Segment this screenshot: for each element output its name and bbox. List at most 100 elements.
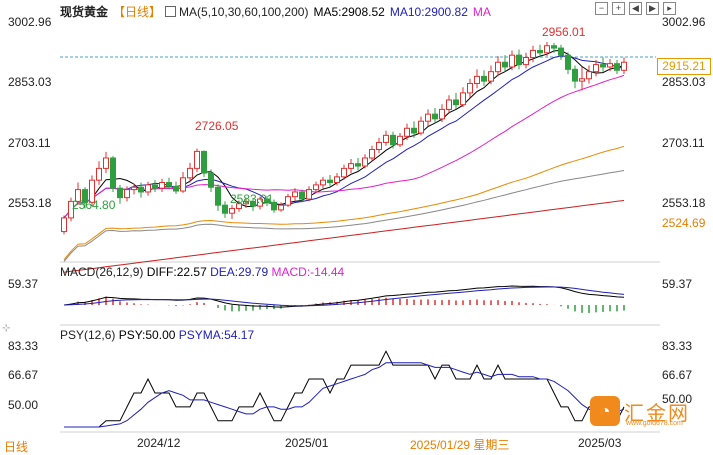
y-tick-right-1: 3002.96 (662, 15, 706, 29)
macd-title: MACD(26,12,9) (60, 265, 144, 279)
candle-body (320, 179, 326, 186)
scroll-left-button[interactable]: ◀ (629, 2, 642, 15)
candle-body (257, 198, 263, 207)
scroll-end-button[interactable]: ▸ (663, 2, 676, 15)
macd-tick-left: 59.37 (8, 277, 39, 291)
candle-body (341, 167, 347, 178)
candle-body (264, 198, 270, 203)
candle-body (82, 189, 88, 203)
candle-body (537, 49, 543, 54)
candle-body (173, 185, 179, 192)
candle-body (481, 75, 487, 82)
psy-title: PSY(12,6) (60, 328, 116, 342)
candle-body (208, 172, 214, 188)
candle-body (565, 54, 571, 70)
candle-body (439, 108, 445, 120)
macd-header: MACD(26,12,9) DIFF:22.57 DEA:29.79 MACD:… (60, 265, 344, 279)
chart-toolbar: − + ◀ ▶ ▸ (595, 2, 676, 15)
y-tick-right-5: 2524.69 (662, 216, 706, 230)
candle-body (250, 200, 256, 207)
candle-body (362, 157, 368, 167)
candle-body (397, 135, 403, 146)
candle-body (558, 47, 564, 56)
low-price-annotation: 2564.80 (72, 198, 116, 212)
ma5-value: MA5:2908.52 (313, 5, 385, 19)
candle-body (460, 92, 466, 106)
candle-body (166, 182, 172, 187)
candle-body (600, 64, 606, 68)
ma60-line (63, 145, 625, 261)
candle-body (117, 187, 123, 199)
candle-body (222, 204, 228, 214)
logo-icon: ◔ (590, 396, 620, 426)
candle-body (96, 167, 102, 181)
candle-body (502, 61, 508, 68)
macd-diff: DIFF:22.57 (146, 265, 207, 279)
candle-body (544, 45, 550, 54)
candle-body (145, 184, 151, 193)
candle-body (425, 113, 431, 122)
candle-body (215, 186, 221, 206)
candle-body (243, 200, 249, 205)
candle-body (432, 113, 438, 120)
candle-body (369, 149, 375, 159)
psy-tick-left-1: 83.33 (8, 339, 39, 353)
candle-body (103, 157, 109, 169)
candle-body (194, 150, 200, 169)
last-price-tag: 2915.21 (657, 58, 711, 75)
candle-body (61, 217, 67, 233)
ma200-line (63, 200, 625, 273)
candle-body (530, 49, 536, 59)
candle-body (523, 57, 529, 66)
ma100-line (63, 170, 625, 262)
x-tick-1: 2024/12 (137, 436, 181, 450)
candle-body (404, 127, 410, 137)
candle-body (187, 167, 193, 179)
candle-body (68, 200, 74, 219)
ma-more: MA (472, 5, 491, 19)
candle-body (621, 61, 627, 71)
ma10-value: MA10:2900.82 (389, 5, 468, 19)
psy-line (64, 350, 625, 428)
psy-value: PSY:50.00 (118, 328, 176, 342)
y-tick-right-2: 2853.03 (662, 75, 706, 89)
candle-body (411, 127, 417, 134)
x-tick-crosshair: 2025/01/29 星期三 (410, 438, 510, 452)
candle-body (229, 207, 235, 214)
chart-header: 现货黄金 【日线】 MA(5,10,30,60,100,200) MA5:2908.5… (60, 3, 496, 20)
logo-text: 汇金网 (624, 402, 690, 425)
psy-tick-right-3: 50.00 (662, 392, 693, 406)
candle-body (152, 184, 158, 189)
scroll-right-button[interactable]: ▶ (646, 2, 659, 15)
y-tick-left-3: 2703.11 (8, 136, 51, 150)
candle-body (390, 134, 396, 146)
candle-body (131, 186, 137, 191)
candle-body (572, 68, 578, 82)
x-tick-2: 2025/01 (285, 436, 329, 450)
candle-body (579, 78, 585, 82)
candle-body (327, 179, 333, 184)
macd-value: MACD:-14.44 (271, 265, 345, 279)
ma-toggle-icon[interactable] (165, 6, 177, 17)
ma30-line (63, 74, 625, 219)
candle-body (516, 54, 522, 66)
candle-body (124, 189, 130, 199)
ma10-line (63, 55, 625, 219)
y-tick-right-4: 2553.18 (662, 196, 706, 210)
candle-body (586, 71, 592, 80)
gold678-logo: ◔ 汇金网 www.gold678.com (590, 396, 690, 427)
candle-body (593, 64, 599, 73)
y-tick-left-4: 2553.18 (8, 196, 52, 210)
psy-tick-left-2: 66.67 (8, 368, 39, 382)
instrument-name: 现货黄金 (60, 5, 109, 19)
zoom-out-button[interactable]: − (595, 2, 608, 15)
panel-resize-icon[interactable]: ⊹ (2, 323, 11, 334)
macd-dea-line (63, 286, 625, 307)
period-tab[interactable]: 日线 (4, 440, 29, 454)
candle-body (159, 182, 165, 189)
psy-tick-right-2: 66.67 (662, 368, 693, 382)
period-label[interactable]: 【日线】 (113, 5, 162, 19)
zoom-in-button[interactable]: + (612, 2, 625, 15)
candle-body (467, 82, 473, 94)
